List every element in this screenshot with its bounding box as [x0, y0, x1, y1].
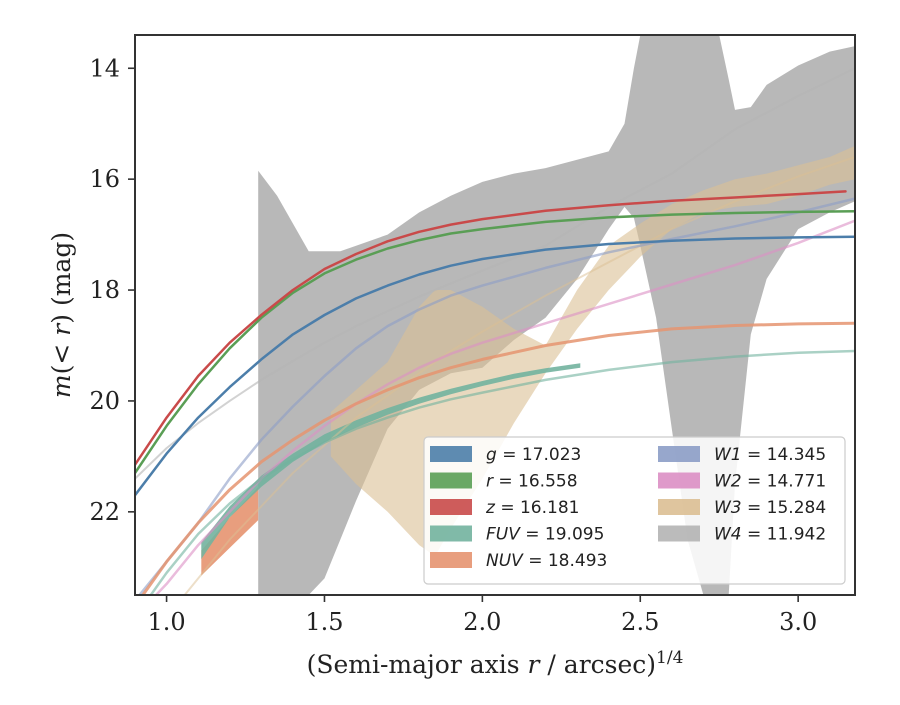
line-z [135, 190, 847, 466]
legend-item-w3: W3 = 15.284 [658, 498, 826, 518]
legend-item-r: r = 16.558 [430, 472, 578, 492]
y-axis-title-r: r [47, 322, 76, 336]
band-nuv [201, 486, 259, 576]
legend-frame [423, 436, 846, 585]
legend-label: W4 = 11.942 [714, 525, 826, 545]
y-axis-title-lt: < [47, 336, 76, 365]
legend-label: W3 = 15.284 [714, 498, 826, 518]
legend-swatch [430, 446, 472, 462]
y-axis-title-open: ( [47, 365, 76, 375]
legend-band-value: = 14.345 [742, 445, 827, 465]
legend-swatch [430, 499, 472, 515]
x-tick-label: 1.5 [305, 608, 343, 636]
legend-band-value: = 11.942 [742, 525, 827, 545]
legend-item-g: g = 17.023 [430, 445, 581, 465]
line-r [135, 210, 855, 475]
legend-band-value: = 16.558 [493, 472, 578, 492]
x-axis-title: (Semi-major axis r / arcsec)1/4 [307, 648, 684, 679]
legend-label: FUV = 19.095 [486, 525, 604, 545]
x-tick-label: 1.0 [147, 608, 185, 636]
legend-band-name: W3 [714, 498, 742, 518]
legend-swatch [658, 499, 700, 515]
legend-band-name: g [486, 445, 497, 465]
y-tick-label: 14 [89, 54, 120, 82]
x-tick-label: 2.0 [463, 608, 501, 636]
legend-label: NUV = 18.493 [486, 551, 607, 571]
legend-swatch [658, 472, 700, 489]
y-axis-title-m: m [47, 374, 76, 398]
y-axis-title: m(< r) (mag) [47, 232, 76, 398]
line-w2 [154, 219, 855, 595]
legend-band-name: z [485, 498, 496, 518]
x-axis-title-prefix: (Semi-major axis [307, 650, 528, 679]
y-axis-title-close: ) [47, 314, 76, 324]
legend-item-w1: W1 = 14.345 [658, 445, 826, 465]
x-tick-label: 2.5 [621, 608, 659, 636]
line-nuv [141, 321, 855, 595]
legend-band-value: = 16.181 [495, 498, 580, 518]
legend-item-w2: W2 = 14.771 [658, 472, 826, 492]
y-tick-label: 18 [89, 276, 120, 304]
line-g [135, 235, 855, 497]
legend-band-value: = 17.023 [497, 445, 582, 465]
legend-band-name: W4 [714, 525, 742, 545]
legend-band-name: NUV [486, 551, 524, 571]
legend-item-fuv: FUV = 19.095 [430, 525, 604, 545]
y-axis-title-unit: (mag) [47, 232, 76, 314]
legend-band-value: = 15.284 [742, 498, 827, 518]
y-tick-label: 20 [89, 387, 120, 415]
x-axis-title-power: 1/4 [656, 648, 683, 668]
profile-lines [135, 67, 855, 595]
legend-label: r = 16.558 [486, 472, 578, 492]
y-axis-ticks: 14 16 18 20 22 [89, 54, 135, 526]
line-w4 [135, 67, 855, 480]
legend-swatch [430, 525, 472, 542]
legend-item-nuv: NUV = 18.493 [430, 551, 607, 571]
legend-band-name: W2 [714, 472, 742, 492]
legend-label: g = 17.023 [486, 445, 581, 465]
x-axis-title-suffix: / arcsec) [539, 650, 656, 679]
legend-item-w4: W4 = 11.942 [658, 525, 826, 545]
legend-swatch [430, 552, 472, 568]
x-axis-title-var: r [528, 650, 542, 679]
legend-label: W1 = 14.345 [714, 445, 826, 465]
legend-band-value: = 14.771 [742, 472, 827, 492]
legend-band-name: FUV [486, 525, 521, 545]
legend-label: W2 = 14.771 [714, 472, 826, 492]
legend-swatch [658, 446, 700, 462]
legend-band-value: = 19.095 [520, 525, 605, 545]
x-axis-ticks: 1.0 1.5 2.0 2.5 3.0 [147, 595, 817, 636]
legend-swatch [658, 525, 700, 542]
legend-swatch [430, 472, 472, 489]
legend-band-name: W1 [714, 445, 742, 465]
plot-frame [134, 34, 856, 596]
legend-label: z = 16.181 [485, 498, 579, 518]
x-tick-label: 3.0 [779, 608, 817, 636]
line-fuv [149, 349, 855, 595]
legend-band-value: = 18.493 [523, 551, 608, 571]
legend-item-z: z = 16.181 [430, 498, 579, 518]
line-w1 [137, 197, 855, 595]
y-tick-label: 22 [89, 498, 120, 526]
legend-band-name: r [486, 472, 494, 492]
y-tick-label: 16 [89, 165, 120, 193]
